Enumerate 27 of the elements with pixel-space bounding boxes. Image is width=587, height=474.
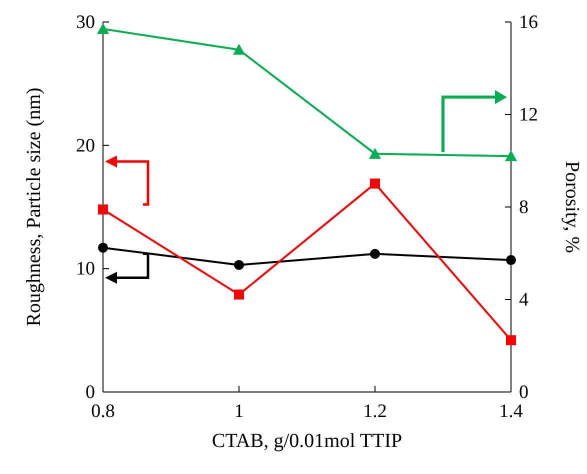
y2-tick-label: 0	[519, 382, 528, 403]
point	[369, 148, 381, 159]
x-tick-label: 1.4	[499, 401, 524, 422]
x-axis-title: CTAB, g/0.01mol TTIP	[212, 430, 402, 452]
point	[233, 44, 245, 55]
point	[506, 255, 516, 266]
x-tick-label: 1	[234, 401, 244, 422]
y2-tick-label: 8	[519, 197, 528, 218]
point	[98, 242, 108, 253]
y2-tick-label: 12	[519, 104, 538, 126]
point	[234, 290, 244, 300]
y-tick-label: 20	[76, 135, 95, 156]
point	[98, 204, 108, 214]
point	[234, 260, 244, 270]
point	[370, 248, 380, 259]
y-tick-label: 30	[76, 12, 95, 33]
y-tick-label: 10	[76, 258, 95, 280]
y2-axis-title: Porosity, %	[561, 160, 583, 254]
point	[506, 335, 516, 346]
x-tick-label: 1.2	[363, 401, 387, 422]
point	[370, 178, 380, 189]
y2-tick-label: 16	[519, 12, 538, 33]
x-tick-label: 0.8	[91, 401, 115, 422]
y-tick-label: 0	[86, 382, 95, 403]
point	[505, 150, 517, 162]
y-axis-title: Roughness, Particle size (nm)	[23, 88, 45, 326]
y2-tick-label: 4	[519, 290, 529, 310]
